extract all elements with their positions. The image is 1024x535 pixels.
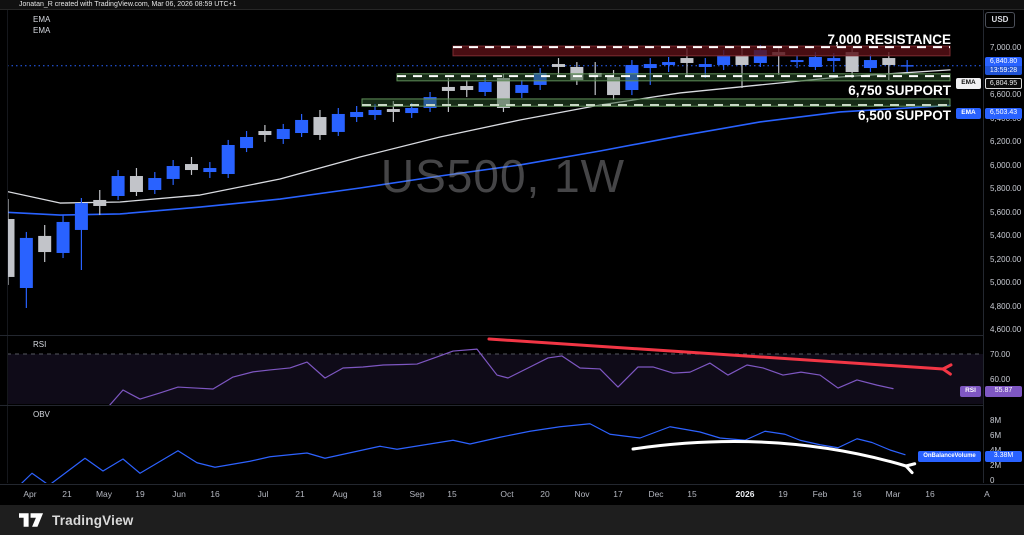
time-tick-label: Sep <box>409 489 425 499</box>
axis-tick-label: 5,000.00 <box>990 278 1022 287</box>
pane-left-border <box>7 10 8 483</box>
legend-ema1-label[interactable]: EMA <box>33 15 51 24</box>
time-tick-label: Mar <box>885 489 901 499</box>
attribution-text: Jonatan_R created with TradingView.com, … <box>19 1 237 8</box>
rsi-value-flag: 55.87 <box>985 386 1022 397</box>
tradingview-brand-text[interactable]: TradingView <box>52 512 134 528</box>
ema-blue-value-flag: 6,503.43 <box>985 108 1022 119</box>
rsi-tag: RSI <box>960 386 981 397</box>
time-tick-label: 2026 <box>735 489 755 499</box>
axis-tick-label: 4M <box>990 446 1001 455</box>
time-tick-label: Nov <box>574 489 590 499</box>
support1-annotation: 6,750 SUPPORT <box>848 83 951 98</box>
axis-tick-label: 2M <box>990 461 1002 470</box>
time-tick-label: Dec <box>648 489 664 499</box>
ema-white-tag: EMA <box>956 78 981 89</box>
time-tick-label: 16 <box>852 489 862 499</box>
time-tick-label: 21 <box>295 489 305 499</box>
time-tick-label: Aug <box>332 489 348 499</box>
axis-tick-label: 6,200.00 <box>990 137 1022 146</box>
time-tick-label: 17 <box>613 489 623 499</box>
axis-tick-label: 60.00 <box>990 374 1011 384</box>
time-axis[interactable]: Apr 21 May 19 Jun 16 Jul 21 Aug 18 Sep 15 Oct 20 Nov 17… <box>0 484 1024 503</box>
axis-tick-label: 0 <box>990 476 995 485</box>
time-tick-label: 19 <box>135 489 145 499</box>
obv-tag: OnBalanceVolume <box>918 451 981 462</box>
time-tick-label: 16 <box>210 489 220 499</box>
axis-tick-label: 5,600.00 <box>990 207 1022 217</box>
time-tick-label: Jul <box>257 489 269 499</box>
time-tick-label: A <box>984 489 990 499</box>
attribution-bar: Jonatan_R created with TradingView.com, … <box>0 0 1024 10</box>
footer-bar: TradingView <box>0 505 1024 535</box>
axis-tick-label: 5,200.00 <box>990 254 1022 264</box>
time-tick-label: 16 <box>925 489 935 499</box>
axis-tick-label: 70.00 <box>990 350 1011 359</box>
symbol-watermark: US500, 1W <box>380 149 626 202</box>
axis-tick-label: 4,800.00 <box>990 301 1022 311</box>
obv-pane-title[interactable]: OBV <box>33 410 50 419</box>
pane-resize-handle-rsi[interactable] <box>0 335 983 336</box>
time-tick-label: 18 <box>372 489 382 499</box>
rsi-pane-title[interactable]: RSI <box>33 340 47 349</box>
time-tick-label: 15 <box>447 489 457 499</box>
resistance-annotation: 7,000 RESISTANCE <box>827 32 951 47</box>
axis-tick-label: 5,800.00 <box>990 184 1022 193</box>
pane-resize-handle-obv[interactable] <box>0 405 983 406</box>
last-price-flag: 6,840.80 13:59:28 <box>985 57 1022 75</box>
time-tick-label: Oct <box>500 489 514 499</box>
time-tick-label: Jun <box>172 489 186 499</box>
time-tick-label: Apr <box>23 489 37 499</box>
axis-tick-label: 5,400.00 <box>990 231 1022 240</box>
time-tick-label: 15 <box>687 489 697 499</box>
axis-tick-label: 4,600.00 <box>990 325 1022 334</box>
bar-countdown: 13:59:28 <box>985 66 1022 75</box>
time-tick-label: Feb <box>812 489 828 499</box>
axis-tick-label: 6M <box>990 431 1002 440</box>
time-tick-label: 19 <box>778 489 788 499</box>
obv-value-flag: 3.38M <box>985 451 1022 462</box>
tradingview-logo-icon[interactable] <box>19 512 44 528</box>
time-tick-label: 21 <box>62 489 72 499</box>
last-price-value: 6,840.80 <box>985 57 1022 66</box>
axis-tick-label: 8M <box>990 416 1002 425</box>
support2-annotation: 6,500 SUPPOT <box>857 108 951 123</box>
time-tick-label: May <box>95 489 113 499</box>
time-tick-label: 20 <box>540 489 550 499</box>
legend-ema2-label[interactable]: EMA <box>33 26 51 35</box>
ema-blue-tag: EMA <box>956 108 981 119</box>
axis-tick-label: 6,600.00 <box>990 90 1022 99</box>
ema-white-value-flag: 6,804.95 <box>985 78 1022 89</box>
currency-toggle-button[interactable]: USD <box>985 12 1015 28</box>
axis-tick-label: 6,000.00 <box>990 160 1022 170</box>
axis-tick-label: 7,000.00 <box>990 43 1022 52</box>
